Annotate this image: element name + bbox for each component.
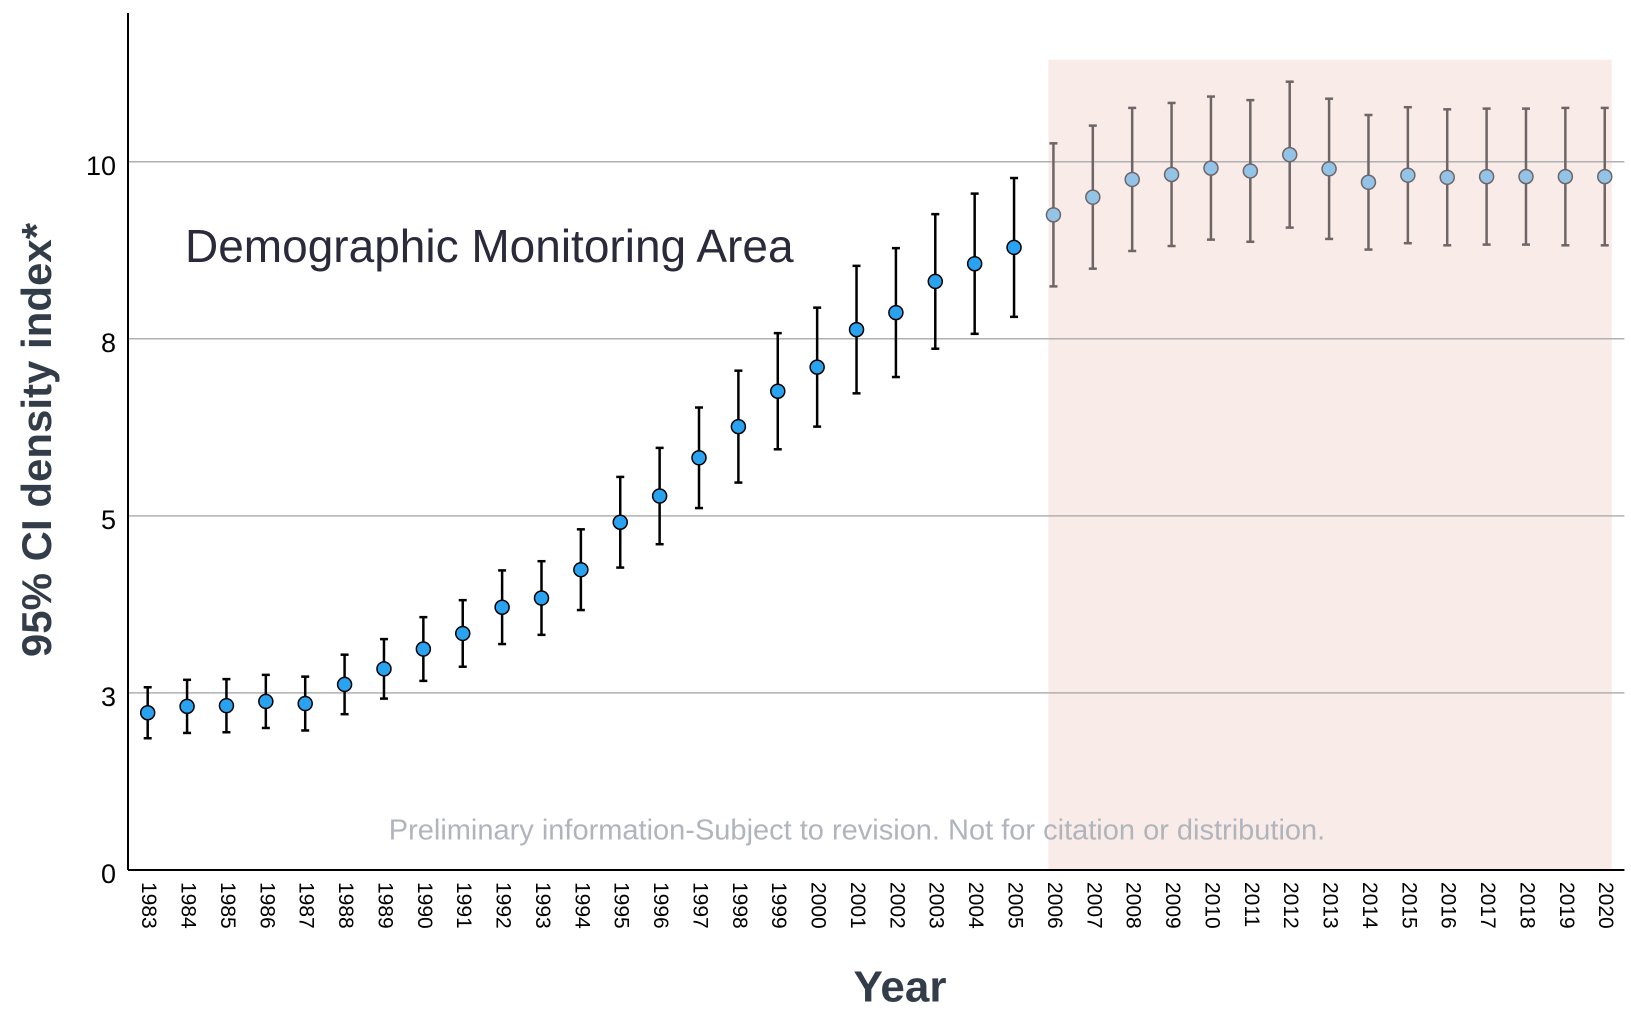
x-tick-label: 2011 (1240, 882, 1263, 927)
point (1085, 189, 1101, 205)
x-tick-label: 2003 (925, 882, 948, 929)
x-tick-label: 1989 (373, 882, 396, 929)
x-tick-label: 2006 (1043, 882, 1066, 929)
x-tick-label: 2004 (964, 882, 987, 929)
point (927, 273, 944, 290)
point (651, 488, 668, 504)
x-tick-label: 2016 (1437, 882, 1460, 929)
point (336, 676, 353, 693)
point (533, 590, 550, 606)
point (415, 641, 432, 657)
x-tick-label: 1994 (570, 882, 593, 929)
x-tick-label: 1997 (688, 882, 711, 929)
x-tick-label: 1996 (649, 882, 672, 929)
point (1557, 168, 1574, 185)
point (1439, 169, 1455, 186)
x-tick-label: 2013 (1319, 882, 1342, 929)
x-tick-label: 1986 (255, 882, 278, 929)
x-tick-label: 2014 (1358, 882, 1381, 929)
y-tick-label: 0 (101, 859, 116, 889)
y-tick-label: 10 (86, 151, 116, 181)
x-tick-label: 2001 (846, 882, 869, 929)
point (1360, 174, 1377, 191)
point (1281, 146, 1298, 163)
x-tick-label: 2002 (885, 882, 908, 929)
x-tick-label: 1993 (531, 882, 554, 929)
y-axis-label: 95% CI density index* (13, 222, 60, 657)
x-tick-label: 2009 (1161, 882, 1184, 929)
point (1163, 166, 1180, 183)
x-tick-label: 2007 (1082, 882, 1105, 929)
point (1321, 161, 1337, 177)
x-tick-label: 2017 (1476, 882, 1499, 929)
x-tick-label: 1987 (295, 882, 318, 929)
point (1400, 167, 1416, 183)
watermark: Preliminary information-Subject to revis… (389, 815, 1325, 847)
x-tick-label: 1990 (413, 882, 436, 929)
x-tick-label: 2015 (1397, 882, 1420, 929)
x-tick-label: 2020 (1594, 882, 1617, 929)
x-tick-label: 2018 (1515, 882, 1538, 929)
point (1006, 239, 1022, 256)
x-tick-label: 1991 (452, 882, 475, 929)
x-tick-label: 2000 (807, 882, 830, 929)
x-tick-label: 2008 (1122, 882, 1145, 929)
point (691, 450, 707, 466)
x-tick-label: 1983 (137, 882, 160, 929)
x-tick-label: 2019 (1555, 882, 1578, 929)
point (297, 695, 313, 712)
x-tick-label: 1985 (216, 882, 239, 929)
point (454, 625, 471, 642)
point (1124, 171, 1140, 188)
x-axis-label: Year (854, 963, 947, 1011)
point (809, 359, 825, 375)
point (1518, 168, 1534, 185)
point (1045, 207, 1062, 223)
x-tick-label: 1999 (767, 882, 790, 929)
x-tick-label: 2012 (1279, 882, 1302, 929)
point (612, 514, 628, 530)
x-tick-label: 1992 (492, 882, 515, 929)
x-tick-label: 1995 (610, 882, 633, 929)
x-tick-label: 1998 (728, 882, 751, 929)
x-tick-label: 2010 (1200, 882, 1223, 929)
point (376, 661, 392, 677)
point (730, 418, 747, 435)
point (179, 698, 195, 715)
point (139, 705, 156, 721)
annotation: Demographic Monitoring Area (185, 220, 794, 272)
point (966, 255, 983, 272)
y-tick-label: 3 (101, 682, 116, 712)
point (1242, 163, 1259, 179)
point (573, 561, 589, 578)
x-tick-label: 1984 (177, 882, 200, 929)
x-tick-label: 1988 (334, 882, 357, 929)
point (1203, 160, 1219, 176)
point (888, 304, 904, 321)
y-tick-label: 8 (101, 328, 116, 358)
x-tick-label: 2005 (1004, 882, 1027, 929)
point (770, 383, 786, 399)
point (848, 321, 865, 338)
point (218, 697, 235, 714)
point (494, 599, 510, 615)
point (1478, 168, 1495, 185)
y-tick-label: 5 (101, 505, 116, 535)
point (258, 693, 274, 710)
point (1597, 168, 1613, 185)
